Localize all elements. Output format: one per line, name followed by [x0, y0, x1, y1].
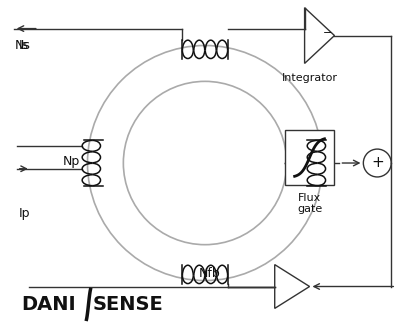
- Text: Np: Np: [62, 154, 80, 168]
- Text: Is: Is: [19, 39, 29, 52]
- Text: SENSE: SENSE: [92, 295, 163, 314]
- Bar: [284, 130, 334, 185]
- Text: DANI: DANI: [21, 295, 75, 314]
- Text: Integrator: Integrator: [281, 73, 337, 83]
- Text: Flux
gate: Flux gate: [296, 193, 321, 214]
- Text: Nfb: Nfb: [199, 267, 220, 279]
- Text: Ns: Ns: [15, 39, 31, 52]
- Text: Ip: Ip: [19, 207, 30, 220]
- Text: −: −: [322, 27, 331, 38]
- Text: +: +: [370, 154, 383, 170]
